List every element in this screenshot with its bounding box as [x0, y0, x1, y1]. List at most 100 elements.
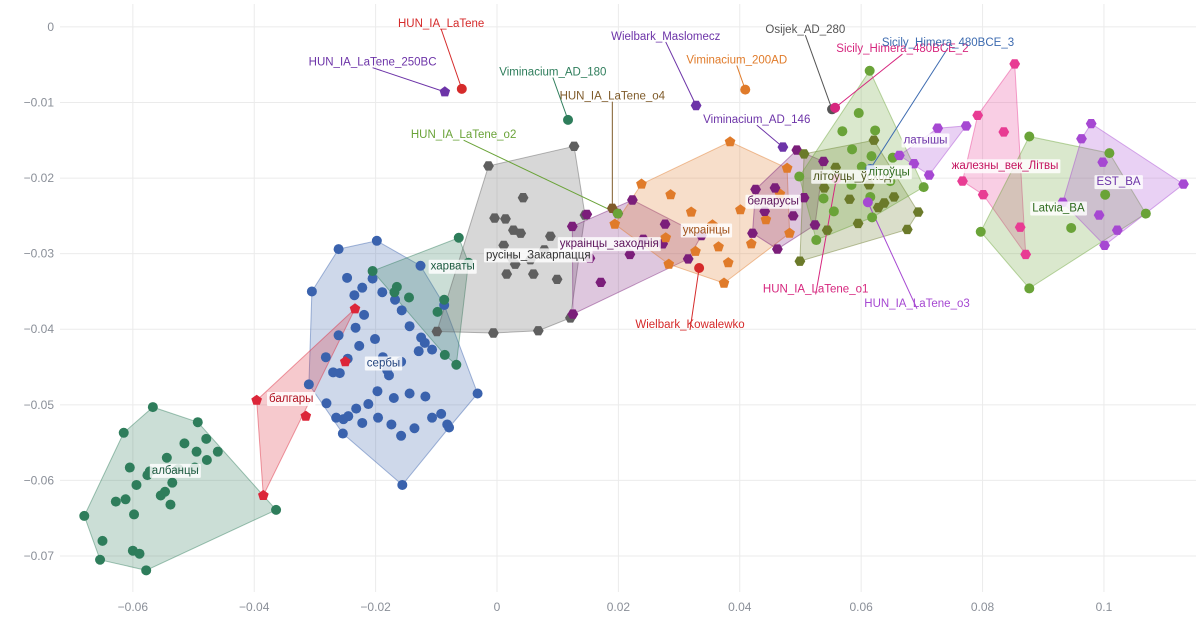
point-сербы — [396, 430, 407, 441]
x-tick-label: 0.02 — [607, 600, 631, 614]
callout-point-viminacium-ad-180 — [563, 114, 574, 125]
callout-point-hun-ia-latene-o3 — [862, 197, 873, 208]
point-літоўцы-ўсход — [844, 194, 855, 204]
point-жалезны-век-літвы — [1020, 249, 1032, 260]
callout-label-sicily-himera-480bce-3: Sicily_Himera_480BCE_3 — [882, 37, 1014, 49]
point-сербы — [442, 419, 453, 430]
x-tick-label: 0.08 — [971, 600, 995, 614]
point-русіны-закарпацця — [532, 326, 544, 336]
callout-line-sicily-himera-480bce-2 — [834, 53, 903, 109]
point-сербы — [337, 428, 348, 439]
callout-label-hun-ia-latene-o4: HUN_IA_LaTene_o4 — [560, 91, 666, 103]
point-балгары — [339, 356, 351, 367]
callout-label-viminacium-ad-146: Viminacium_AD_146 — [703, 114, 810, 126]
svg-text:жалезны_век_Літвы: жалезны_век_Літвы — [952, 160, 1059, 172]
point-літоўцы-ўсход — [818, 183, 830, 193]
point-жалезны-век-літвы — [1014, 222, 1026, 232]
point-украінцы — [636, 178, 647, 189]
point-жалезны-век-літвы — [972, 110, 984, 120]
point-latvia-ba — [1104, 148, 1115, 159]
callout-line-hun-ia-latene — [440, 28, 463, 90]
point-сербы — [427, 412, 438, 423]
point-русіны-закарпацця — [501, 269, 513, 279]
callout-label-viminacium-ad-180: Viminacium_AD_180 — [499, 66, 606, 78]
point-албанцы — [124, 462, 135, 473]
point-украінцы — [724, 136, 736, 147]
point-сербы — [415, 260, 426, 271]
y-tick-label: −0.07 — [24, 549, 55, 563]
hull-русіны-закарпацця — [436, 145, 586, 334]
label-русіны-закарпацця: русіны_Закарпацця — [483, 248, 593, 263]
point-сербы — [371, 235, 382, 246]
point-харваты — [403, 292, 414, 303]
point-літоўцы-ўсход — [852, 218, 864, 229]
point-украінцы — [722, 257, 734, 268]
point-албанцы — [165, 499, 176, 510]
point-жалезны-век-літвы — [1009, 59, 1021, 69]
svg-text:албанцы: албанцы — [152, 465, 199, 477]
point-украінцы-заходнія — [624, 249, 636, 260]
point-харваты — [451, 359, 462, 370]
point-украінцы-заходнія — [595, 277, 607, 287]
point-харваты — [389, 287, 400, 298]
x-tick-label: 0 — [494, 600, 501, 614]
point-літоўцы-ўсход — [901, 224, 913, 235]
x-tick-label: 0.04 — [728, 600, 752, 614]
point-албанцы — [271, 504, 282, 515]
point-est-ba — [1093, 210, 1105, 220]
point-балгары — [300, 410, 312, 421]
point-сербы — [359, 309, 370, 320]
point-est-ba — [1097, 157, 1109, 167]
point-беларусы — [818, 156, 829, 167]
point-сербы — [354, 340, 365, 351]
callout-line-hun-ia-latene-o1 — [815, 178, 837, 295]
point-сербы — [357, 282, 368, 293]
point-літоўцы — [847, 144, 858, 155]
point-сербы — [413, 346, 424, 357]
point-сербы — [377, 287, 388, 298]
callout-point-wielbark-kowalewko — [694, 263, 705, 274]
label-латышы: латышы — [901, 133, 950, 148]
point-сербы — [320, 352, 331, 363]
point-сербы — [333, 330, 344, 341]
svg-text:беларусы: беларусы — [747, 196, 798, 208]
point-літоўцы — [866, 151, 877, 162]
point-літоўцы-ўсход — [888, 192, 900, 202]
callout-line-viminacium-ad-146 — [756, 124, 784, 148]
point-сербы — [373, 412, 384, 423]
svg-text:літоўцы: літоўцы — [868, 166, 909, 178]
point-беларусы — [798, 193, 810, 203]
x-tick-label: −0.02 — [360, 600, 391, 614]
point-літоўцы-ўсход — [878, 198, 890, 208]
svg-text:латышы: латышы — [904, 135, 948, 147]
point-сербы — [303, 379, 314, 390]
label-сербы: сербы — [364, 356, 403, 371]
point-албанцы — [97, 535, 108, 546]
point-харваты — [367, 266, 378, 277]
point-est-ba — [1076, 134, 1087, 144]
point-жалезны-век-літвы — [998, 127, 1010, 137]
point-албанцы — [160, 486, 171, 497]
point-сербы — [388, 393, 399, 404]
point-украінцы — [685, 206, 697, 217]
point-сербы — [404, 388, 415, 399]
callout-label-wielbark-maslomecz: Wielbark_Maslomecz — [611, 31, 721, 43]
label-украінцы: украінцы — [680, 223, 733, 238]
point-балгары — [349, 303, 361, 314]
point-сербы — [370, 334, 381, 345]
callout-line-hun-ia-latene-250bc — [372, 67, 445, 93]
point-літоўцы-ўсход — [794, 256, 806, 266]
grid — [60, 4, 1196, 592]
point-сербы — [367, 273, 378, 284]
point-est-ba — [1085, 119, 1097, 129]
point-літоўцы — [811, 235, 822, 246]
point-русіны-закарпацця — [500, 214, 511, 224]
point-сербы — [436, 408, 447, 419]
point-харваты — [453, 232, 464, 243]
callout-point-hun-ia-latene — [456, 83, 467, 94]
label-харваты: харваты — [428, 259, 477, 274]
point-сербы — [409, 423, 420, 434]
svg-text:харваты: харваты — [431, 261, 475, 273]
